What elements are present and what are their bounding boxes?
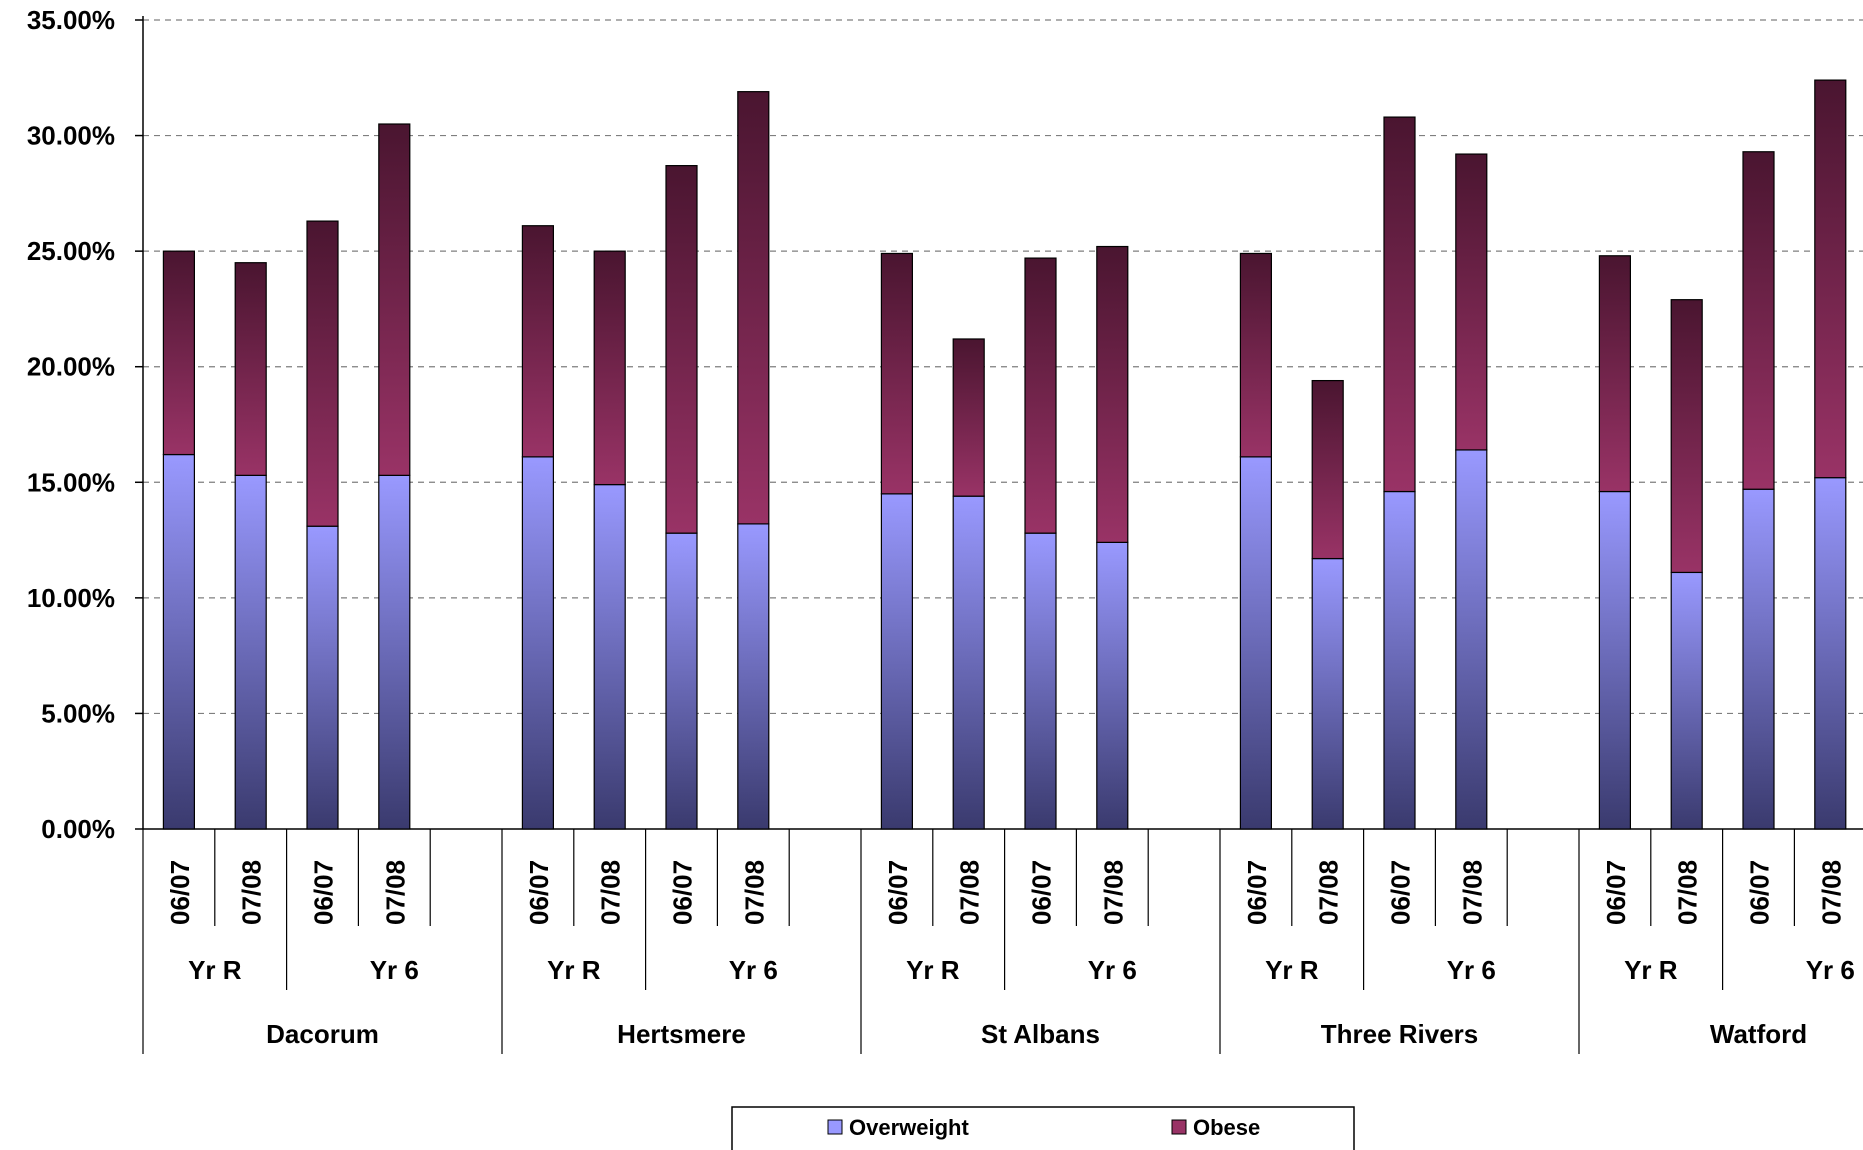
x-tick-label-period: 06/07 <box>165 860 195 925</box>
x-label-school-year: Yr R <box>906 955 960 985</box>
bar-obese <box>593 250 626 486</box>
bar-overweight <box>737 523 770 830</box>
x-label-district: St Albans <box>981 1019 1100 1049</box>
x-tick-label-period: 06/07 <box>1601 860 1631 925</box>
x-tick-label-period: 06/07 <box>1386 860 1416 925</box>
legend-swatch-overweight <box>827 1119 843 1135</box>
y-tick-label: 5.00% <box>41 698 115 728</box>
bar-obese <box>306 220 339 527</box>
bar-overweight <box>880 493 914 830</box>
x-label-district: Dacorum <box>266 1019 379 1049</box>
bar-overweight <box>306 525 339 830</box>
y-tick-label: 25.00% <box>27 236 115 266</box>
legend-swatch-obese <box>1171 1119 1187 1135</box>
x-label-school-year: Yr 6 <box>729 955 778 985</box>
x-tick-label-period: 06/07 <box>1242 860 1272 925</box>
x-tick-label-period: 07/08 <box>955 860 985 925</box>
x-tick-label-period: 07/08 <box>596 860 626 925</box>
bar-obese <box>1383 116 1416 493</box>
y-tick-label: 30.00% <box>27 121 115 151</box>
x-tick-label-period: 06/07 <box>1745 860 1775 925</box>
legend-box <box>731 1106 1355 1150</box>
x-tick-label-period: 06/07 <box>668 860 698 925</box>
y-tick-label: 35.00% <box>27 5 115 35</box>
axes: 0.00% 5.00% 10.00% 15.00% 20.00% 25.00% 30.00%… <box>27 5 1863 844</box>
x-label-district: Three Rivers <box>1321 1019 1479 1049</box>
x-label-school-year: Yr R <box>547 955 601 985</box>
bar-obese <box>1096 245 1129 543</box>
x-axis-labels: 06/07 07/08 06/07 07/08 Yr R Yr 6 Dacorum 06/07… <box>142 829 1855 1054</box>
bars <box>162 79 1847 830</box>
bar-overweight <box>1383 490 1416 830</box>
x-label-district: Watford <box>1710 1019 1807 1049</box>
bar-overweight <box>1742 488 1775 830</box>
x-tick-label-period: 06/07 <box>309 860 339 925</box>
x-tick-label-period: 07/08 <box>1457 860 1487 925</box>
legend-label-overweight: Overweight <box>849 1115 969 1140</box>
x-tick-label-period: 07/08 <box>1673 860 1703 925</box>
legend: Overweight Obese <box>731 1106 1355 1150</box>
x-tick-label-period: 07/08 <box>739 860 769 925</box>
bar-overweight <box>952 495 985 830</box>
bar-overweight <box>593 483 626 830</box>
bar-overweight <box>1455 449 1488 830</box>
bar-overweight <box>234 474 267 830</box>
y-tick-label: 0.00% <box>41 814 115 844</box>
bar-overweight <box>1598 490 1632 830</box>
bar-overweight <box>1670 571 1703 830</box>
bar-overweight <box>521 456 555 830</box>
x-label-district: Hertsmere <box>617 1019 746 1049</box>
bar-overweight <box>378 474 411 830</box>
x-tick-label-period: 07/08 <box>380 860 410 925</box>
x-tick-label-period: 07/08 <box>1098 860 1128 925</box>
x-tick-label-period: 06/07 <box>883 860 913 925</box>
x-tick-label-period: 06/07 <box>1027 860 1057 925</box>
bar-overweight <box>1311 557 1344 830</box>
x-tick-label-period: 07/08 <box>1314 860 1344 925</box>
bar-obese <box>378 123 411 476</box>
bar-obese <box>234 262 267 476</box>
y-tick-label: 15.00% <box>27 467 115 497</box>
bar-obese <box>1742 151 1775 490</box>
bar-overweight <box>1814 477 1847 830</box>
legend-label-obese: Obese <box>1193 1115 1260 1140</box>
bar-overweight <box>1239 456 1273 830</box>
bar-overweight <box>162 453 195 830</box>
bar-obese <box>665 165 698 534</box>
x-label-school-year: Yr 6 <box>1088 955 1137 985</box>
x-label-school-year: Yr R <box>1624 955 1678 985</box>
x-label-school-year: Yr 6 <box>1806 955 1855 985</box>
bar-overweight <box>1096 541 1129 830</box>
x-tick-label-period: 06/07 <box>524 860 554 925</box>
bar-obese <box>737 91 770 525</box>
bar-obese <box>952 338 985 497</box>
bar-overweight <box>1024 532 1057 830</box>
bar-obese <box>1598 255 1632 493</box>
bar-obese <box>521 225 555 458</box>
bar-obese <box>162 250 195 456</box>
bar-overweight <box>665 532 698 830</box>
x-tick-label-period: 07/08 <box>1816 860 1846 925</box>
bar-obese <box>1455 153 1488 451</box>
x-label-school-year: Yr R <box>1265 955 1319 985</box>
x-label-school-year: Yr R <box>188 955 242 985</box>
gridlines <box>143 19 1863 715</box>
y-tick-label: 20.00% <box>27 352 115 382</box>
bar-obese <box>1814 79 1847 479</box>
y-tick-label: 10.00% <box>27 583 115 613</box>
bar-obese <box>1311 379 1344 560</box>
bar-obese <box>1670 299 1703 574</box>
bar-obese <box>1239 252 1273 458</box>
bar-obese <box>1024 257 1057 534</box>
bar-obese <box>880 252 914 495</box>
x-tick-label-period: 07/08 <box>237 860 267 925</box>
x-label-school-year: Yr 6 <box>1447 955 1496 985</box>
x-label-school-year: Yr 6 <box>370 955 419 985</box>
